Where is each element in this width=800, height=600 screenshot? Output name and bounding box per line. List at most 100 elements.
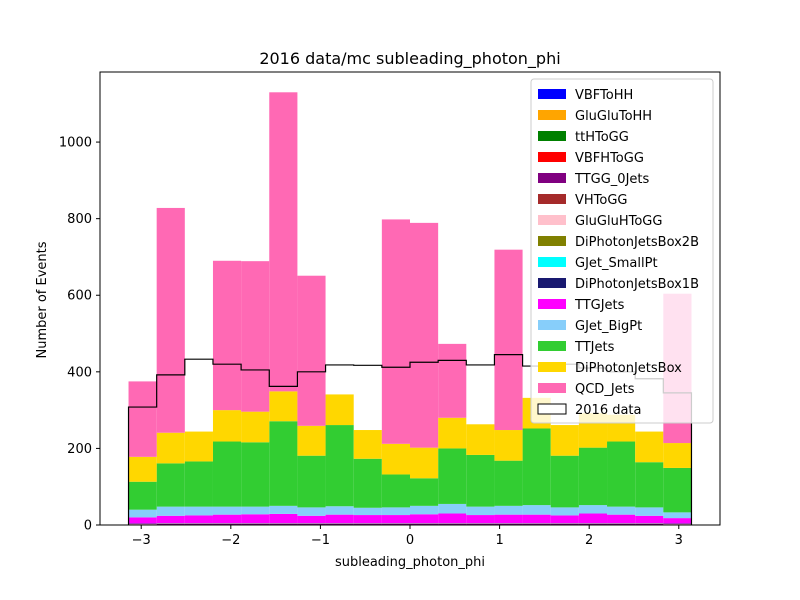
y-axis: 0 200 400 600 800 1000	[59, 136, 100, 534]
bar-gjet-bigpt-bin-13	[494, 505, 523, 515]
bar-ttgjets-bin-5	[269, 513, 298, 524]
legend-swatch	[538, 131, 566, 141]
bar-ttjets-bin-16	[578, 447, 608, 506]
x-tick-label: −1	[311, 533, 330, 548]
bar-gjet-bigpt-bin-0	[128, 509, 157, 518]
bar-diphotonjetsbox-bin-15	[550, 425, 579, 456]
bar-ttgjets-bin-12	[466, 515, 495, 524]
legend-swatch	[538, 362, 566, 372]
bar-gjet-bigpt-bin-3	[212, 506, 242, 515]
bar-diphotonjetsbox-bin-19	[663, 443, 692, 468]
bar-gjet-bigpt-bin-5	[269, 505, 298, 514]
y-tick-label: 600	[67, 289, 92, 304]
bar-gjet-bigpt-bin-19	[663, 512, 692, 519]
bar-qcd-jets-bin-13	[494, 249, 523, 431]
legend-label: DiPhotonJetsBox2B	[575, 235, 699, 250]
x-tick-label: −3	[132, 533, 151, 548]
bar-ttgg-0jets-bin-2	[184, 523, 213, 525]
bar-qcd-jets-bin-4	[241, 261, 270, 412]
bar-qcd-jets-bin-6	[297, 275, 326, 426]
bar-ttgg-0jets-bin-13	[494, 523, 523, 525]
bar-ttgjets-bin-17	[607, 514, 636, 524]
legend-swatch	[538, 194, 566, 204]
bar-ttgg-0jets-bin-1	[156, 523, 185, 525]
bar-gjet-bigpt-bin-14	[522, 505, 551, 515]
bar-ttjets-bin-5	[269, 421, 298, 506]
bar-ttgg-0jets-bin-9	[381, 523, 410, 525]
legend-swatch	[538, 320, 566, 330]
legend-swatch	[538, 257, 566, 267]
bar-ttjets-bin-4	[241, 442, 270, 507]
bar-ttjets-bin-1	[156, 463, 185, 507]
bar-ttgjets-bin-7	[325, 514, 354, 524]
bar-ttjets-bin-13	[494, 460, 523, 506]
bar-ttgjets-bin-0	[128, 517, 157, 524]
bar-ttjets-bin-10	[410, 478, 439, 506]
bar-ttgjets-bin-19	[663, 518, 692, 524]
legend-label: GJet_BigPt	[575, 319, 642, 334]
legend-swatch	[538, 110, 566, 120]
bar-diphotonjetsbox-bin-5	[269, 391, 298, 422]
bar-ttjets-bin-14	[522, 428, 551, 506]
bar-gjet-bigpt-bin-10	[410, 505, 439, 515]
bar-qcd-jets-bin-5	[269, 92, 298, 392]
bar-diphotonjetsbox-bin-9	[381, 443, 410, 475]
legend-label: QCD_Jets	[575, 382, 635, 397]
legend-swatch	[537, 403, 567, 415]
bar-qcd-jets-bin-0	[128, 381, 157, 457]
y-tick-label: 0	[84, 519, 92, 534]
y-tick-label: 200	[67, 442, 92, 457]
bar-ttgjets-bin-15	[550, 515, 579, 524]
bar-ttjets-bin-2	[184, 461, 213, 507]
bar-ttgjets-bin-3	[212, 514, 242, 524]
bar-ttgjets-bin-13	[494, 514, 523, 524]
bar-gjet-bigpt-bin-18	[635, 507, 664, 516]
y-tick-label: 400	[67, 365, 92, 380]
legend-label: DiPhotonJetsBox	[575, 361, 682, 376]
bar-diphotonjetsbox-bin-2	[184, 431, 213, 462]
legend-swatch	[538, 89, 566, 99]
bar-gjet-bigpt-bin-1	[156, 506, 185, 516]
x-tick-label: −2	[221, 533, 240, 548]
bar-diphotonjetsbox-bin-12	[466, 424, 495, 455]
legend-label: GJet_SmallPt	[575, 256, 658, 271]
bar-ttjets-bin-6	[297, 455, 326, 508]
legend-label: DiPhotonJetsBox1B	[575, 277, 699, 292]
legend: VBFToHH GluGluToHH ttHToGG VBFHToGG TTGG_0Je…	[530, 78, 714, 424]
legend-swatch	[538, 341, 566, 351]
bar-diphotonjetsbox-bin-3	[212, 410, 242, 442]
bar-ttgjets-bin-8	[353, 515, 382, 524]
bar-diphotonjetsbox-bin-8	[353, 430, 382, 459]
bar-ttgjets-bin-2	[184, 515, 213, 524]
legend-swatch	[538, 152, 566, 162]
legend-swatch	[538, 278, 566, 288]
legend-label: GluGluToHH	[575, 109, 652, 124]
bar-diphotonjetsbox-bin-4	[241, 411, 270, 443]
y-axis-label: Number of Events	[35, 241, 50, 358]
bar-ttgjets-bin-14	[522, 514, 551, 524]
bar-ttgg-0jets-bin-18	[635, 523, 664, 525]
bar-ttgjets-bin-4	[241, 514, 270, 524]
bar-ttjets-bin-17	[607, 441, 636, 507]
legend-label: TTGG_0Jets	[574, 172, 650, 187]
bar-diphotonjetsbox-bin-13	[494, 430, 523, 461]
bar-ttjets-bin-0	[128, 481, 157, 510]
bar-qcd-jets-bin-10	[410, 222, 439, 448]
bar-ttjets-bin-8	[353, 458, 382, 508]
bar-gjet-bigpt-bin-12	[466, 506, 495, 516]
bar-ttgg-0jets-bin-11	[438, 523, 467, 525]
bar-ttjets-bin-3	[212, 441, 242, 507]
bar-ttgg-0jets-bin-10	[410, 523, 439, 525]
bar-gjet-bigpt-bin-17	[607, 506, 636, 515]
bar-ttgjets-bin-1	[156, 515, 185, 524]
legend-label: TTJets	[574, 340, 615, 355]
legend-label: VBFToHH	[575, 88, 633, 103]
y-tick-label: 800	[67, 212, 92, 227]
legend-swatch	[538, 173, 566, 183]
bar-ttgg-0jets-bin-12	[466, 523, 495, 525]
bar-gjet-bigpt-bin-4	[241, 506, 270, 515]
bar-gjet-bigpt-bin-11	[438, 503, 467, 514]
bar-gjet-bigpt-bin-7	[325, 506, 354, 515]
bar-gjet-bigpt-bin-9	[381, 507, 410, 516]
